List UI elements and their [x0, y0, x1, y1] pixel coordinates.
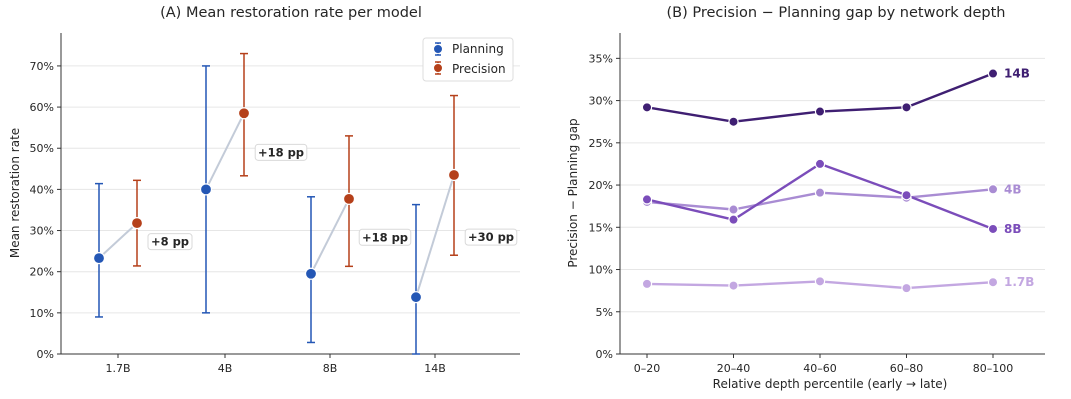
panel-a-connector-line — [98, 222, 138, 259]
panel-a-annotation-box — [147, 233, 193, 251]
panel-b-point-8B — [901, 189, 912, 201]
panel-a-annotation-label: +8 pp — [151, 235, 189, 249]
panel-a-y-tick-label: 30% — [30, 225, 54, 238]
panel-b-point-4B — [728, 204, 739, 215]
panel-b-series-label-8B: 8B — [1004, 222, 1022, 236]
panel-a-error-bars — [95, 52, 458, 355]
panel-b-lines — [646, 72, 994, 290]
panel-a-annotation-box — [358, 228, 412, 246]
panel-b-x-ticks: 0–20 20–40 40–60 60–80 80–100 — [634, 354, 1014, 375]
panel-b-title: (B) Precision − Planning gap by network … — [666, 5, 1005, 21]
panel-a-x-tick-label: 14B — [424, 362, 446, 375]
panel-a-annotation-box — [254, 143, 308, 161]
panel-b-series-label-14B: 14B — [1004, 67, 1030, 81]
panel-b-y-tick-label: 5% — [596, 306, 613, 319]
panel-a-connector-line — [415, 174, 455, 298]
panel-b-y-tick-label: 25% — [589, 137, 613, 150]
panel-b-point-8B — [814, 158, 826, 170]
panel-b-x-label: Relative depth percentile (early → late) — [713, 377, 948, 391]
panel-b-point-14B — [641, 102, 653, 113]
panel-b-point-4B — [814, 187, 826, 198]
panel-a-y-tick-label: 60% — [30, 101, 54, 114]
legend-item-planning: Planning — [433, 42, 504, 56]
panel-b-point-8B — [641, 194, 653, 205]
panel-b-point-14B — [814, 106, 826, 117]
panel-b-point-14B — [987, 68, 999, 79]
panel-a-connectors — [98, 112, 455, 298]
panel-a-planning-point — [304, 267, 318, 280]
panel-b-x-tick-label: 0–20 — [634, 362, 661, 375]
panel-b-point-14B — [728, 116, 739, 127]
panel-a-planning-point — [199, 183, 213, 196]
panel-a-legend: Planning Precision — [422, 37, 514, 82]
panel-a-x-ticks: 1.7B 4B 8B 14B — [105, 354, 446, 375]
panel-a-x-tick-label: 4B — [218, 362, 233, 375]
panel-b-y-tick-label: 0% — [596, 348, 613, 361]
panel-b-x-tick-label: 60–80 — [890, 362, 924, 375]
legend-precision-label: Precision — [452, 62, 506, 76]
panel-a-y-tick-label: 70% — [30, 60, 54, 73]
panel-a-x-tick-label: 8B — [323, 362, 338, 375]
panel-a-y-tick-label: 40% — [30, 183, 54, 196]
panel-b-point-1_7B — [987, 276, 999, 288]
panel-b-point-1_7B — [901, 282, 912, 294]
panel-b-y-ticks: 0% 5% 10% 15% 20% 25% 30% 35% — [589, 52, 620, 361]
panel-a-connector-line — [310, 198, 350, 275]
legend-item-precision: Precision — [433, 61, 506, 76]
panel-a-y-tick-label: 10% — [30, 307, 54, 320]
panel-b-gridlines — [620, 57, 1045, 313]
panel-b-point-1_7B — [641, 278, 653, 290]
panel-b-points — [641, 68, 999, 294]
panel-b-series-label-4B: 4B — [1004, 182, 1022, 196]
panel-a-y-tick-label: 50% — [30, 142, 54, 155]
panel-b-gap-chart: (B) Precision − Planning gap by network … — [566, 5, 1045, 391]
panel-b-x-tick-label: 20–40 — [717, 362, 751, 375]
panel-a-x-tick-label: 1.7B — [105, 362, 130, 375]
legend-frame — [422, 37, 514, 82]
panel-a-annotations: +8 pp +18 pp +18 pp +30 pp — [147, 143, 518, 251]
panel-b-point-8B — [987, 223, 999, 235]
panel-b-series-label-1_7B: 1.7B — [1004, 275, 1034, 289]
panel-a-annotation-box — [464, 228, 518, 246]
legend-planning-marker — [433, 44, 443, 54]
panel-a-precision-point — [447, 168, 461, 182]
panel-b-y-tick-label: 15% — [589, 221, 613, 234]
panel-a-y-tick-label: 0% — [37, 348, 54, 361]
panel-b-y-tick-label: 35% — [589, 52, 613, 65]
legend-precision-marker — [433, 63, 443, 73]
panel-a-title: (A) Mean restoration rate per model — [160, 5, 422, 21]
panel-a-annotation-label: +18 pp — [258, 145, 304, 159]
panel-a-points — [92, 107, 461, 304]
panel-b-point-8B — [728, 214, 739, 225]
panel-a-planning-point — [409, 291, 423, 304]
panel-b-x-tick-label: 80–100 — [973, 362, 1014, 375]
panel-b-y-tick-label: 10% — [589, 264, 613, 277]
panel-b-point-1_7B — [814, 276, 826, 287]
panel-a-y-ticks: 0% 10% 20% 30% 40% 50% 60% 70% — [30, 60, 61, 361]
panel-b-point-1_7B — [728, 280, 739, 291]
panel-b-y-tick-label: 30% — [589, 95, 613, 108]
panel-b-series-labels: 1.7B 4B 8B 14B — [1004, 67, 1034, 290]
panel-a-restoration-chart: (A) Mean restoration rate per model 0% 10… — [8, 5, 520, 375]
panel-a-connector-line — [205, 112, 245, 190]
panel-a-precision-point — [237, 107, 251, 120]
panel-b-x-tick-label: 40–60 — [803, 362, 837, 375]
panel-a-annotation-label: +18 pp — [362, 230, 408, 244]
panel-b-y-label: Precision − Planning gap — [566, 118, 580, 267]
panel-a-y-tick-label: 20% — [30, 266, 54, 279]
panel-a-annotation-label: +30 pp — [468, 230, 514, 244]
panel-a-y-label: Mean restoration rate — [8, 128, 22, 258]
panel-b-point-14B — [901, 102, 912, 113]
panel-a-gridlines — [61, 65, 520, 314]
panel-a-precision-point — [342, 192, 356, 205]
panel-a-precision-point — [130, 217, 144, 230]
legend-planning-label: Planning — [452, 42, 504, 56]
panel-a-planning-point — [92, 252, 106, 265]
panel-b-point-4B — [987, 184, 999, 195]
panel-b-y-tick-label: 20% — [589, 179, 613, 192]
